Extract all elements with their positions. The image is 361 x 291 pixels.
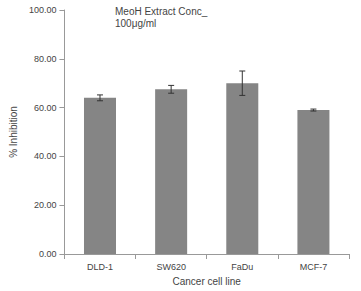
svg-text:100.00: 100.00 (29, 5, 57, 15)
svg-text:MCF-7: MCF-7 (300, 262, 328, 272)
svg-text:SW620: SW620 (156, 262, 186, 272)
svg-text:20.00: 20.00 (34, 200, 57, 210)
svg-text:MeoH Extract Conc_: MeoH Extract Conc_ (115, 6, 208, 17)
svg-text:0.00: 0.00 (39, 249, 57, 259)
svg-text:80.00: 80.00 (34, 54, 57, 64)
svg-text:FaDu: FaDu (231, 262, 253, 272)
svg-text:DLD-1: DLD-1 (87, 262, 113, 272)
svg-text:40.00: 40.00 (34, 151, 57, 161)
svg-text:60.00: 60.00 (34, 103, 57, 113)
svg-text:100μg/ml: 100μg/ml (115, 18, 156, 29)
svg-text:% Inhibition: % Inhibition (8, 106, 19, 158)
svg-text:Cancer cell line: Cancer cell line (173, 276, 242, 287)
